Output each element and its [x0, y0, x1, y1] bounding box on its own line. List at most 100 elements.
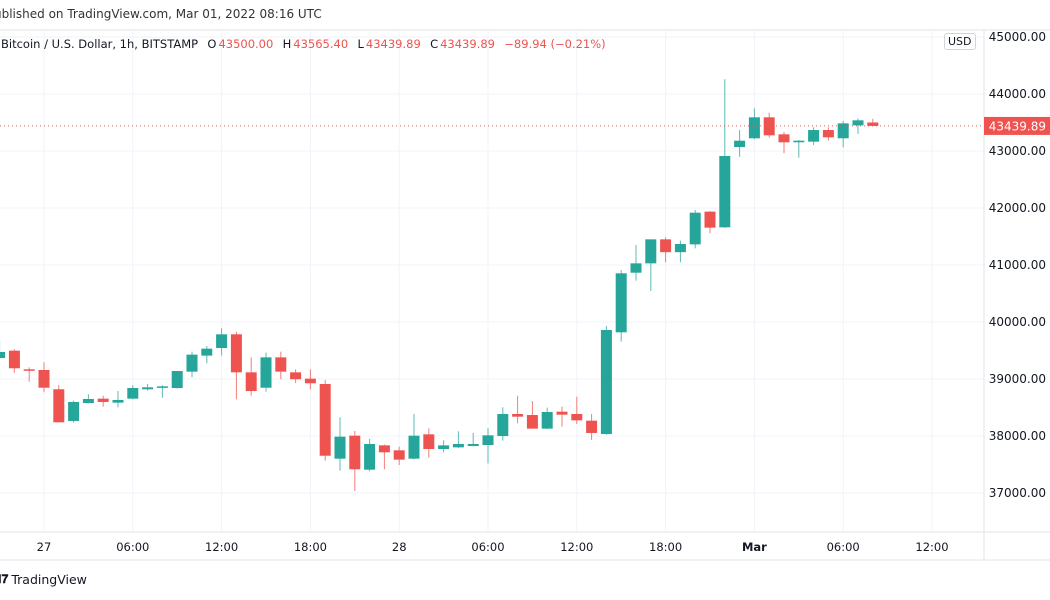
- candle-body: [290, 372, 302, 380]
- candle-body: [245, 372, 257, 392]
- candle-body: [467, 443, 479, 446]
- candle-body: [334, 436, 346, 459]
- candle-body: [112, 399, 124, 403]
- price-tick-label: 43000.00: [989, 144, 1046, 158]
- candle-body: [156, 386, 168, 388]
- candle-body: [53, 389, 65, 423]
- candle-body: [660, 239, 672, 253]
- candle-up: [645, 239, 657, 291]
- candle-down: [867, 118, 879, 126]
- price-tick-label: 41000.00: [989, 258, 1046, 272]
- candle-body: [793, 140, 805, 143]
- candle-body: [378, 445, 390, 453]
- candle-body: [674, 244, 686, 253]
- candle-body: [364, 443, 376, 470]
- candle-up: [689, 209, 701, 249]
- time-tick-label: 06:00: [471, 540, 504, 554]
- candle-body: [38, 369, 50, 388]
- last-price-label: 43439.89: [989, 119, 1046, 133]
- candle-up: [630, 244, 642, 281]
- candle-down: [512, 395, 524, 424]
- candle-body: [852, 120, 864, 126]
- candle-down: [53, 384, 65, 423]
- candle-body: [600, 329, 612, 435]
- grid-lines: [0, 29, 1050, 532]
- candle-body: [186, 354, 198, 372]
- time-tick-label: 18:00: [649, 540, 682, 554]
- candle-body: [734, 140, 746, 148]
- candle-up: [497, 407, 509, 441]
- candle-up: [216, 328, 228, 356]
- open-value: 43500.00: [218, 37, 274, 51]
- candle-up: [482, 428, 494, 464]
- candle-body: [645, 239, 657, 264]
- candle-up: [68, 400, 80, 423]
- candle-up: [837, 121, 849, 148]
- candle-body: [808, 130, 820, 142]
- candle-body: [704, 211, 716, 228]
- brand-name: TradingView: [11, 572, 87, 587]
- price-tick-label: 38000.00: [989, 429, 1046, 443]
- candle-up: [112, 390, 124, 408]
- candle-body: [97, 398, 109, 402]
- candle-body: [778, 134, 790, 143]
- candle-body: [586, 420, 598, 433]
- low-label: L: [357, 37, 364, 51]
- candle-up: [156, 385, 168, 398]
- candle-body: [512, 413, 524, 417]
- candle-up: [364, 439, 376, 472]
- change-value: −89.94 (−0.21%): [504, 37, 606, 51]
- candle-body: [393, 450, 405, 460]
- candle-down: [23, 367, 35, 382]
- candle-body: [556, 411, 568, 415]
- tradingview-logo-icon: 𝟏𝟕: [0, 572, 8, 586]
- time-tick-label: 12:00: [915, 540, 948, 554]
- candle-body: [615, 273, 627, 333]
- candle-body: [304, 378, 316, 384]
- candle-body: [571, 413, 583, 421]
- candle-body: [216, 334, 228, 348]
- candle-up: [734, 130, 746, 157]
- candle-down: [38, 362, 50, 393]
- candle-body: [260, 357, 272, 388]
- time-tick-label: 06:00: [827, 540, 860, 554]
- price-tick-label: 45000.00: [989, 30, 1046, 44]
- candle-body: [0, 351, 6, 359]
- candle-body: [526, 415, 538, 429]
- candle-down: [778, 132, 790, 154]
- candle-up: [852, 118, 864, 135]
- candle-down: [290, 369, 302, 383]
- currency-badge[interactable]: USD: [944, 33, 976, 50]
- candle-body: [127, 388, 139, 399]
- time-tick-label: 06:00: [116, 540, 149, 554]
- candle-up: [600, 325, 612, 435]
- candle-up: [171, 371, 183, 389]
- candle-up: [201, 345, 213, 364]
- symbol-title: Bitcoin / U.S. Dollar, 1h, BITSTAMP: [1, 37, 199, 51]
- candle-body: [689, 212, 701, 245]
- candle-up: [719, 79, 731, 228]
- candle-body: [630, 263, 642, 273]
- candle-down: [8, 349, 20, 373]
- candle-body: [452, 443, 464, 448]
- candle-down: [245, 357, 257, 396]
- time-tick-label: 28: [392, 540, 407, 554]
- candle-body: [142, 387, 154, 390]
- candle-body: [748, 117, 760, 139]
- footer-brand[interactable]: 𝟏𝟕 TradingView: [0, 572, 87, 587]
- candle-up: [438, 440, 450, 453]
- candle-down: [378, 444, 390, 470]
- candle-body: [423, 434, 435, 449]
- candle-body: [319, 384, 331, 456]
- time-tick-label: Mar: [742, 540, 767, 554]
- time-tick-label: 27: [37, 540, 52, 554]
- candle-up: [260, 352, 272, 392]
- candle-body: [763, 117, 775, 136]
- price-tick-label: 42000.00: [989, 201, 1046, 215]
- candle-down: [230, 331, 242, 400]
- low-value: 43439.89: [365, 37, 421, 51]
- candle-down: [556, 406, 568, 427]
- candle-body: [822, 130, 834, 138]
- candle-down: [275, 351, 287, 380]
